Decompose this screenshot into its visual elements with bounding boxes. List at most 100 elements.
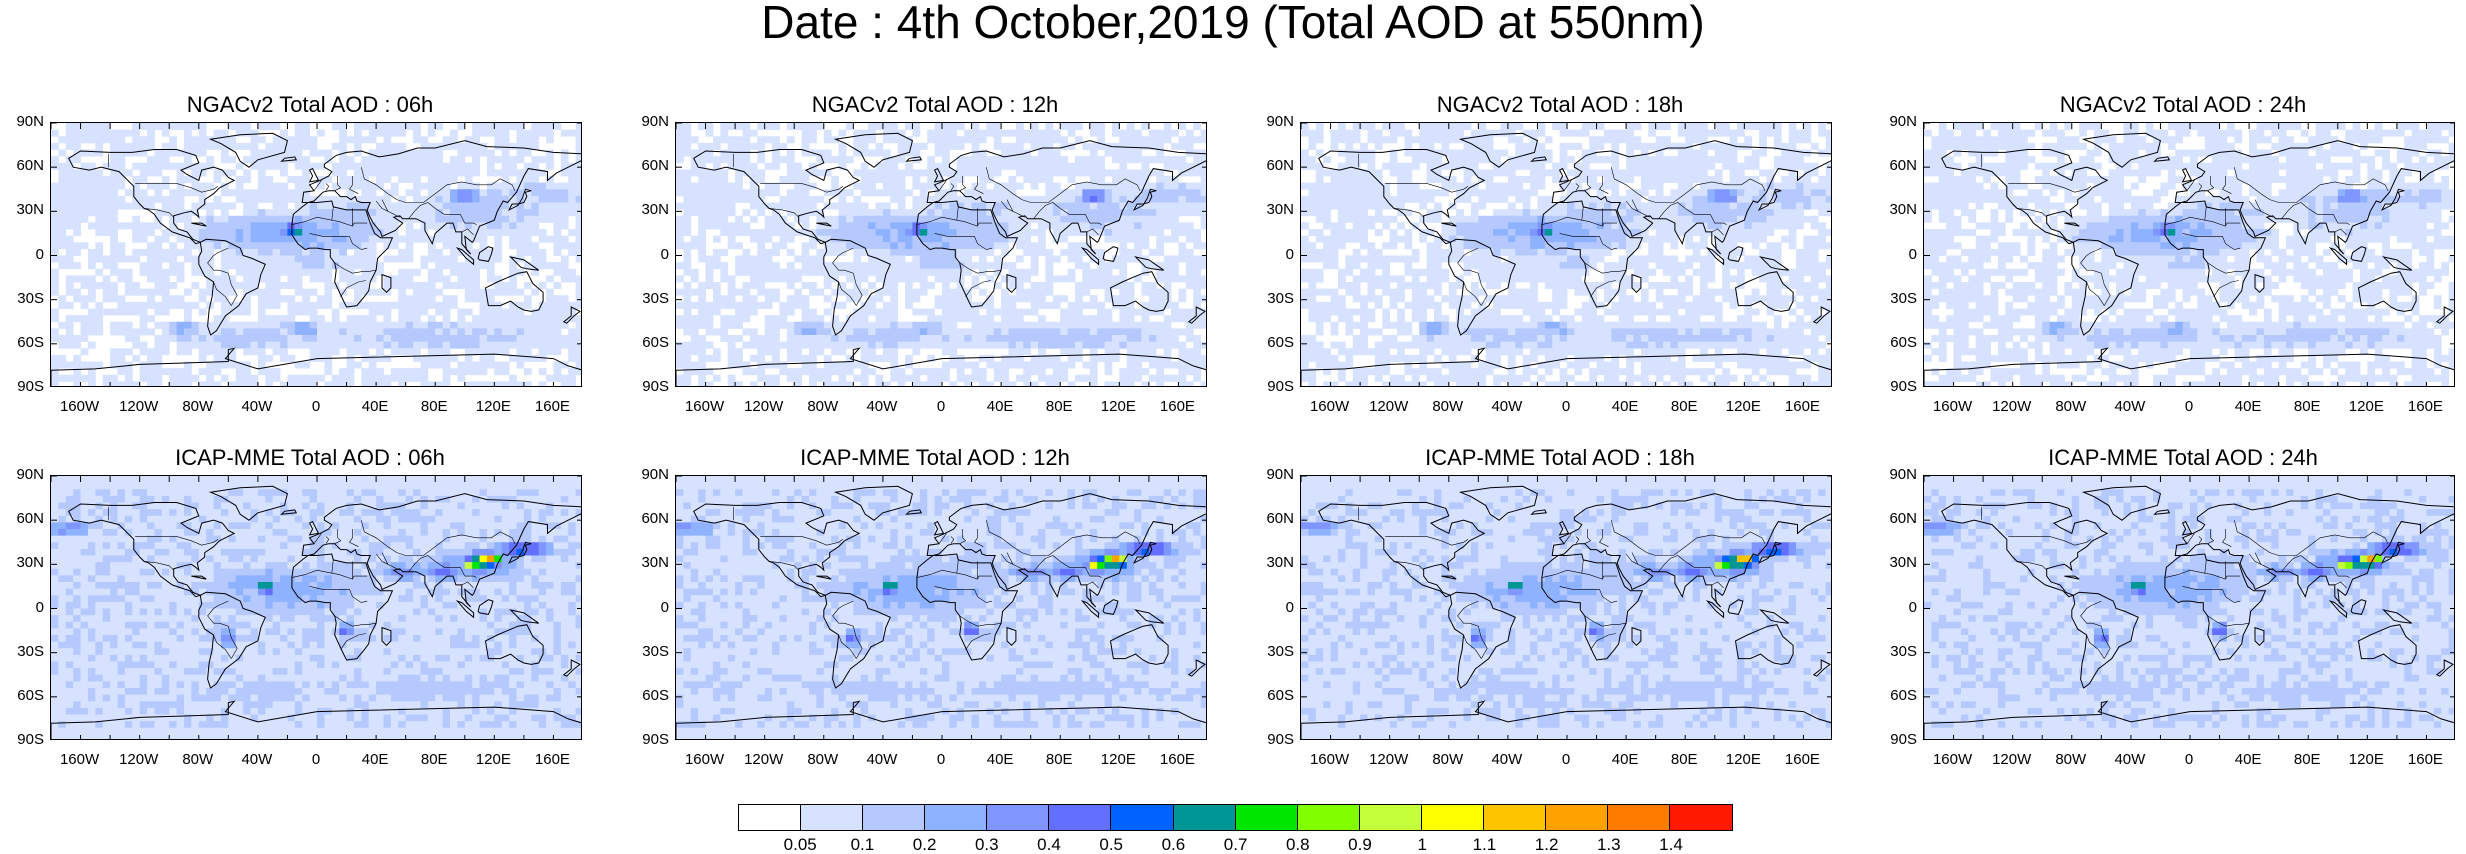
lon-tick-label: 160E <box>2395 399 2455 415</box>
lon-tick-label: 0 <box>911 752 971 768</box>
aod-field-svg <box>51 476 582 740</box>
lon-tick-label: 40W <box>1477 399 1537 415</box>
panel-title: ICAP-MME Total AOD : 06h <box>0 445 620 471</box>
lat-tick-label: 30N <box>1873 202 1917 218</box>
lat-tick-label: 0 <box>0 247 44 263</box>
lon-tick-label: 80W <box>1418 399 1478 415</box>
lat-tick-label: 90N <box>1873 114 1917 130</box>
lon-tick-label: 80E <box>1654 752 1714 768</box>
lon-tick-label: 160W <box>1923 752 1983 768</box>
aod-grid <box>1301 123 1832 387</box>
lat-tick-label: 0 <box>1873 247 1917 263</box>
colorbar-swatch <box>1111 805 1173 830</box>
lon-tick-label: 0 <box>286 399 346 415</box>
lat-tick-label: 90N <box>625 467 669 483</box>
lat-tick-label: 90N <box>1250 467 1294 483</box>
lon-tick-label: 40W <box>2100 752 2160 768</box>
colorbar-swatch <box>1484 805 1546 830</box>
lat-tick-label: 60N <box>625 158 669 174</box>
colorbar-tick-label: 1 <box>1402 836 1442 854</box>
map-field <box>50 475 582 740</box>
lon-tick-label: 80W <box>168 752 228 768</box>
lon-tick-label: 80W <box>1418 752 1478 768</box>
colorbar-tick-label: 1.1 <box>1464 836 1504 854</box>
lon-tick-label: 40W <box>852 752 912 768</box>
colorbar-tick-label: 0.5 <box>1091 836 1131 854</box>
lon-tick-label: 0 <box>2159 752 2219 768</box>
colorbar-swatch <box>863 805 925 830</box>
aod-grid <box>676 123 1207 387</box>
lon-tick-label: 120W <box>109 752 169 768</box>
colorbar-swatch <box>1360 805 1422 830</box>
panel-title: NGACv2 Total AOD : 18h <box>1250 92 1870 118</box>
lat-tick-label: 60S <box>625 688 669 704</box>
aod-field-svg <box>676 476 1207 740</box>
lat-tick-label: 90S <box>0 379 44 395</box>
lat-tick-label: 90N <box>1873 467 1917 483</box>
lon-tick-label: 40E <box>970 752 1030 768</box>
lon-tick-label: 160W <box>1923 399 1983 415</box>
lat-tick-label: 30N <box>1250 555 1294 571</box>
lon-tick-label: 160W <box>675 399 735 415</box>
lon-tick-label: 120E <box>1713 752 1773 768</box>
lat-tick-label: 60N <box>625 511 669 527</box>
lon-tick-label: 40W <box>852 399 912 415</box>
lon-tick-label: 80E <box>2277 752 2337 768</box>
map-field <box>675 475 1207 740</box>
lat-tick-label: 0 <box>625 247 669 263</box>
aod-field-svg <box>1924 476 2455 740</box>
colorbar-tick-label: 1.2 <box>1527 836 1567 854</box>
lon-tick-label: 40W <box>1477 752 1537 768</box>
lon-tick-label: 120W <box>1359 399 1419 415</box>
colorbar-tick-label: 0.8 <box>1278 836 1318 854</box>
lon-tick-label: 40E <box>2218 399 2278 415</box>
lon-tick-label: 40E <box>1595 752 1655 768</box>
lat-tick-label: 60N <box>1873 511 1917 527</box>
lon-tick-label: 80W <box>793 752 853 768</box>
lon-tick-label: 120E <box>1088 399 1148 415</box>
lon-tick-label: 80E <box>1654 399 1714 415</box>
colorbar-swatch <box>739 805 801 830</box>
lon-tick-label: 80E <box>404 752 464 768</box>
lon-tick-label: 120W <box>734 399 794 415</box>
colorbar-tick-label: 0.7 <box>1216 836 1256 854</box>
lon-tick-label: 160E <box>1772 399 1832 415</box>
colorbar-swatch <box>1422 805 1484 830</box>
aod-field-svg <box>676 123 1207 387</box>
lon-tick-label: 160W <box>1300 399 1360 415</box>
map-field <box>50 122 582 387</box>
colorbar-tick-label: 0.4 <box>1029 836 1069 854</box>
aod-colorbar <box>738 804 1733 831</box>
aod-field-svg <box>1301 123 1832 387</box>
lon-tick-label: 160E <box>522 399 582 415</box>
lon-tick-label: 0 <box>911 399 971 415</box>
lat-tick-label: 60S <box>1250 335 1294 351</box>
lat-tick-label: 90N <box>0 467 44 483</box>
lon-tick-label: 0 <box>286 752 346 768</box>
lon-tick-label: 80E <box>1029 399 1089 415</box>
colorbar-swatch <box>1546 805 1608 830</box>
colorbar-swatch <box>1670 805 1732 830</box>
lat-tick-label: 60S <box>0 335 44 351</box>
lat-tick-label: 90N <box>625 114 669 130</box>
colorbar-swatch <box>1236 805 1298 830</box>
lon-tick-label: 40E <box>345 752 405 768</box>
colorbar-tick-label: 0.9 <box>1340 836 1380 854</box>
lon-tick-label: 80W <box>168 399 228 415</box>
lon-tick-label: 0 <box>2159 399 2219 415</box>
lon-tick-label: 120E <box>2336 399 2396 415</box>
aod-grid <box>51 476 582 740</box>
lat-tick-label: 90N <box>0 114 44 130</box>
lat-tick-label: 30S <box>625 291 669 307</box>
lon-tick-label: 40E <box>970 399 1030 415</box>
colorbar-tick-label: 1.3 <box>1589 836 1629 854</box>
aod-field-svg <box>1301 476 1832 740</box>
colorbar-swatch <box>1298 805 1360 830</box>
lon-tick-label: 120W <box>109 399 169 415</box>
lon-tick-label: 160W <box>50 399 110 415</box>
aod-field-svg <box>1924 123 2455 387</box>
